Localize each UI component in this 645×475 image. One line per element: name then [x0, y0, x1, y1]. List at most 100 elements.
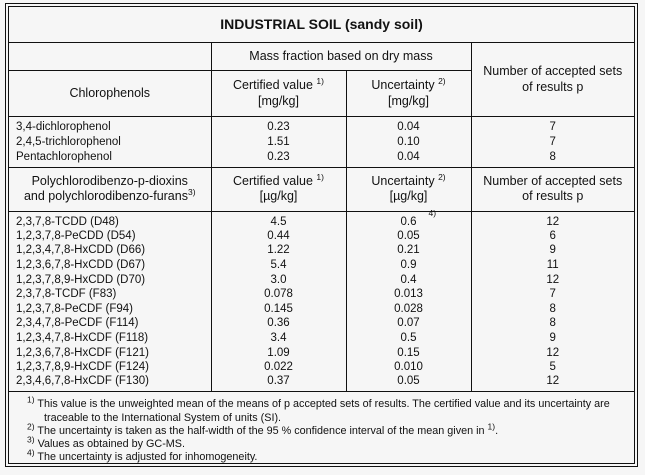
uncertainty-label: Uncertainty — [371, 174, 435, 188]
footnote-text: The uncertainty is taken as the half-wid… — [37, 424, 485, 437]
footnote-marker: 3) — [27, 434, 35, 445]
reference-material-table: INDUSTRIAL SOIL (sandy soil) Mass fracti… — [9, 7, 634, 393]
certified-value: 1.22 — [210, 243, 346, 258]
substance-name: 2,4,5-trichlorophenol — [16, 135, 121, 148]
uncertainty-value: 0.21 — [345, 243, 471, 258]
uncertainty-value: 0.4 — [345, 272, 471, 287]
footnote-2: 2) The uncertainty is taken as the half-… — [18, 422, 625, 438]
substance-row: 2,3,7,8-TCDD (D48) 4.5 0.6 4) 12 — [9, 208, 634, 229]
footnote-1: 1) This value is the unweighted mean of … — [18, 394, 625, 424]
uncertainty-unit: [µg/kg] — [389, 189, 428, 203]
footnote-marker: 2) — [27, 421, 35, 432]
accepted-sets-count: 8 — [470, 301, 634, 317]
accepted-sets-count: 9 — [470, 243, 634, 258]
mass-fraction-row: Mass fraction based on dry mass Number o… — [9, 42, 634, 117]
substance-name: 1,2,3,6,7,8-HxCDD (D67) — [16, 258, 146, 271]
substance-name: 1,2,3,4,7,8-HxCDD (D66) — [16, 244, 146, 257]
substance-row: 2,3,7,8-TCDF (F83) 0.078 0.013 7 — [9, 286, 634, 302]
substance-row: 1,2,3,6,7,8-HxCDD (D67) 5.4 0.9 11 — [9, 257, 634, 273]
substance-row: 1,2,3,7,8,9-HxCDF (F124) 0.022 0.010 5 — [9, 359, 634, 375]
certified-value-label: Certified value — [233, 174, 313, 188]
footnote-ref-1: 1) — [487, 421, 496, 432]
uncertainty-value: 0.013 — [345, 286, 471, 302]
uncertainty-value: 0.5 — [345, 330, 471, 346]
accepted-sets-count: 5 — [470, 359, 634, 375]
certified-value-header: Certified value 1) [mg/kg] — [210, 70, 346, 117]
footnotes-section: 1) This value is the unweighted mean of … — [9, 392, 634, 464]
substance-name: 2,3,7,8-TCDD (D48) — [16, 215, 119, 228]
substance-row: 2,4,5-trichlorophenol 1.51 0.10 7 — [9, 133, 634, 150]
substance-row: 1,2,3,6,7,8-HxCDF (F121) 1.09 0.15 12 — [9, 345, 634, 360]
certificate-table: INDUSTRIAL SOIL (sandy soil) Mass fracti… — [8, 6, 635, 464]
dioxins-title-line2: and polychlorodibenzo-furans — [23, 189, 188, 203]
substance-name: 2,3,4,7,8-PeCDF (F114) — [16, 317, 139, 330]
footnote-ref-3: 3) — [187, 186, 196, 197]
accepted-sets-header: Number of accepted sets of results p — [470, 167, 634, 212]
uncertainty-unit: [mg/kg] — [388, 94, 429, 108]
uncertainty-label: Uncertainty — [371, 78, 435, 92]
table-title-row: INDUSTRIAL SOIL (sandy soil) — [9, 7, 634, 43]
certified-value-unit: [mg/kg] — [258, 94, 299, 108]
dioxins-section-title: Polychlorodibenzo-p-dioxins and polychlo… — [9, 167, 211, 212]
substance-row: 1,2,3,4,7,8-HxCDF (F118) 3.4 0.5 9 — [9, 330, 634, 346]
uncertainty-value: 0.6 4) — [345, 208, 471, 229]
uncertainty-number: 0.6 — [400, 215, 417, 228]
accepted-sets-count: 8 — [470, 316, 634, 331]
footnote-marker: 4) — [27, 447, 35, 458]
uncertainty-value: 0.04 — [345, 149, 471, 168]
uncertainty-value: 0.9 — [345, 257, 471, 273]
uncertainty-value: 0.010 — [345, 359, 471, 375]
footnote-4: 4) The uncertainty is adjusted for inhom… — [18, 447, 625, 464]
certified-value: 0.145 — [210, 301, 346, 317]
substance-row: Pentachlorophenol 0.23 0.04 8 — [9, 149, 634, 168]
certified-value: 1.51 — [210, 133, 346, 150]
footnote-ref-2: 2) — [438, 171, 446, 182]
footnote-text-tail: . — [495, 424, 499, 437]
accepted-sets-count: 9 — [470, 330, 634, 346]
footnote-text: Values as obtained by GC-MS. — [37, 438, 185, 451]
table-title: INDUSTRIAL SOIL (sandy soil) — [9, 7, 634, 43]
certified-value: 0.23 — [210, 149, 346, 168]
uncertainty-value: 0.05 — [345, 374, 471, 393]
footnote-ref-1: 1) — [316, 171, 324, 182]
accepted-sets-line1: Number of accepted sets — [483, 174, 623, 188]
accepted-sets-line2: of results p — [522, 80, 584, 94]
uncertainty-value: 0.07 — [345, 316, 471, 331]
certified-value: 5.4 — [210, 257, 346, 273]
uncertainty-value: 0.028 — [345, 301, 471, 317]
certified-value: 1.09 — [210, 345, 346, 360]
uncertainty-value: 0.15 — [345, 345, 471, 360]
mass-fraction-header: Mass fraction based on dry mass — [210, 42, 471, 71]
substance-name: 2,3,7,8-TCDF (F83) — [16, 288, 117, 301]
substance-name: 1,2,3,7,8-PeCDD (D54) — [16, 229, 136, 242]
accepted-sets-count: 8 — [470, 149, 634, 168]
certified-value: 0.44 — [210, 228, 346, 244]
accepted-sets-count: 7 — [470, 133, 634, 150]
uncertainty-value: 0.05 — [345, 228, 471, 244]
accepted-sets-count: 7 — [470, 116, 634, 134]
substance-name: Pentachlorophenol — [9, 149, 211, 168]
substance-name: 1,2,3,4,7,8-HxCDF (F118) — [16, 331, 149, 344]
uncertainty-header: Uncertainty 2) [µg/kg] — [345, 167, 471, 212]
footnote-3: 3) Values as obtained by GC-MS. — [18, 435, 625, 451]
substance-row: 1,2,3,7,8,9-HxCDD (D70) 3.0 0.4 12 — [9, 272, 634, 287]
certified-value: 0.36 — [210, 316, 346, 331]
footnote-marker: 1) — [27, 394, 35, 405]
substance-name: 1,2,3,6,7,8-HxCDF (F121) — [16, 346, 149, 359]
accepted-sets-count: 12 — [470, 345, 634, 360]
certified-value: 3.0 — [210, 272, 346, 287]
substance-name: 2,3,4,6,7,8-HxCDF (F130) — [9, 374, 211, 393]
certified-value: 0.078 — [210, 286, 346, 302]
chlorophenols-header-row: Chlorophenols Certified value 1) [mg/kg]… — [9, 70, 634, 117]
accepted-sets-header: Number of accepted sets of results p — [470, 42, 634, 117]
certified-value: 4.5 — [210, 211, 346, 229]
accepted-sets-count: 12 — [470, 374, 634, 393]
substance-row: 1,2,3,7,8-PeCDD (D54) 0.44 0.05 6 — [9, 228, 634, 244]
footnote-ref-1: 1) — [316, 75, 324, 86]
accepted-sets-count: 11 — [470, 257, 634, 273]
dioxins-title-line1: Polychlorodibenzo-p-dioxins — [31, 174, 188, 188]
substance-row: 2,3,4,6,7,8-HxCDF (F130) 0.37 0.05 12 — [9, 374, 634, 393]
substance-name: 1,2,3,7,8,9-HxCDF (F124) — [16, 361, 149, 374]
accepted-sets-line2: of results p — [522, 189, 584, 203]
uncertainty-header: Uncertainty 2) [mg/kg] — [345, 70, 471, 117]
